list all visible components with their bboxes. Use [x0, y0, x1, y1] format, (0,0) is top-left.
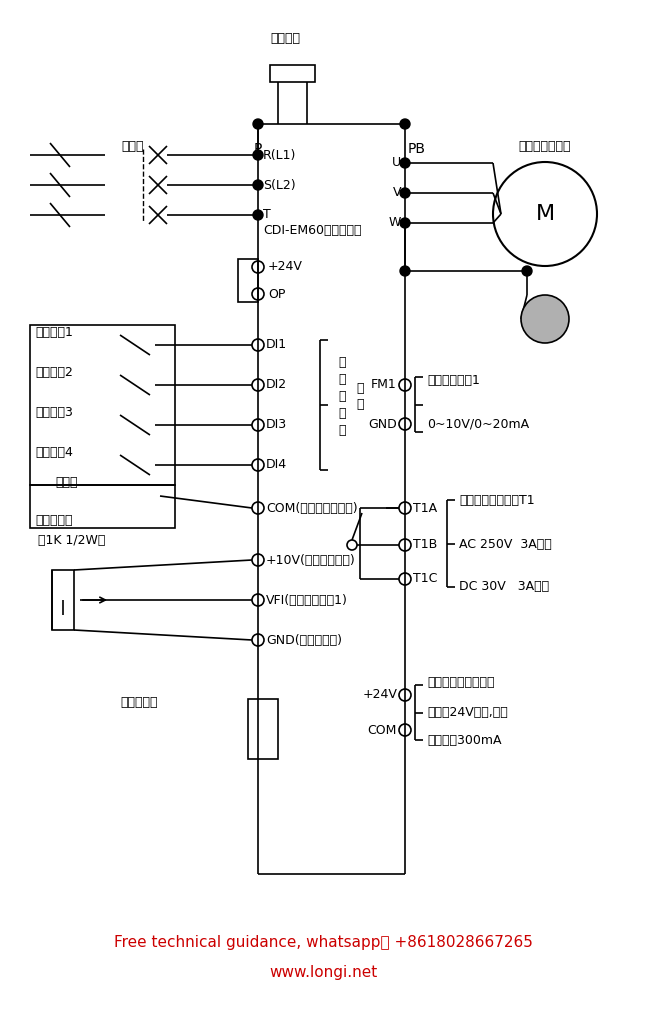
Text: V: V [393, 186, 401, 200]
Text: +24V: +24V [268, 260, 303, 273]
Text: 字: 字 [338, 373, 345, 386]
Text: 数字信号电源，可向: 数字信号电源，可向 [427, 677, 494, 689]
Text: GND: GND [368, 418, 397, 430]
Circle shape [253, 180, 263, 190]
Text: 输: 输 [338, 407, 345, 420]
Text: VFI(模拟信号输八1): VFI(模拟信号输八1) [266, 594, 348, 606]
Circle shape [400, 158, 410, 168]
Circle shape [400, 119, 410, 129]
Text: DI3: DI3 [266, 419, 287, 431]
Text: 多功能继电器输出T1: 多功能继电器输出T1 [459, 494, 534, 507]
Text: 三相异步电动机: 三相异步电动机 [519, 139, 571, 153]
Text: GND(模拟信号地): GND(模拟信号地) [266, 634, 342, 646]
Bar [248, 699, 278, 759]
Text: DI4: DI4 [266, 459, 287, 471]
Text: 子: 子 [356, 398, 364, 412]
Text: 数字输八2: 数字输八2 [35, 367, 73, 380]
Bar [270, 65, 315, 82]
Text: 数字输八4: 数字输八4 [35, 446, 73, 460]
Circle shape [400, 266, 410, 276]
Text: AC 250V  3A以下: AC 250V 3A以下 [459, 538, 552, 551]
Text: COM: COM [367, 724, 397, 736]
Text: 公共端: 公共端 [55, 476, 78, 489]
Text: FM1: FM1 [371, 379, 397, 391]
Text: T1A: T1A [413, 502, 437, 514]
Text: Free technical guidance, whatsapp： +8618028667265: Free technical guidance, whatsapp： +8618… [114, 935, 532, 949]
Text: M: M [536, 204, 554, 224]
Text: W: W [389, 216, 401, 229]
Text: DI1: DI1 [266, 339, 287, 351]
Circle shape [253, 150, 263, 160]
Text: +10V(模拟信号电源): +10V(模拟信号电源) [266, 554, 356, 566]
Circle shape [522, 266, 532, 276]
Text: 输出电流300mA: 输出电流300mA [427, 733, 501, 746]
Text: 外提供24V电源,最大: 外提供24V电源,最大 [427, 707, 508, 720]
Text: 数字输八3: 数字输八3 [35, 407, 73, 420]
Circle shape [253, 210, 263, 220]
Text: DC 30V   3A以下: DC 30V 3A以下 [459, 581, 549, 594]
Text: 端: 端 [356, 382, 364, 394]
Text: P: P [254, 142, 262, 156]
Circle shape [400, 188, 410, 198]
Text: R(L1): R(L1) [263, 148, 296, 162]
Text: 断路器: 断路器 [122, 139, 144, 153]
Text: 数: 数 [338, 356, 345, 369]
Text: 量: 量 [338, 390, 345, 403]
Bar [238, 259, 258, 302]
Bar [30, 325, 175, 485]
Text: OP: OP [268, 288, 285, 300]
Text: S(L2): S(L2) [263, 178, 296, 191]
Text: U: U [392, 157, 401, 170]
Text: www.longi.net: www.longi.net [269, 965, 377, 980]
Circle shape [521, 295, 569, 343]
Text: T: T [263, 209, 270, 221]
Bar [30, 485, 175, 528]
Text: （1K 1/2W）: （1K 1/2W） [38, 534, 105, 547]
Text: PB: PB [408, 142, 426, 156]
Text: 模拟信号输出1: 模拟信号输出1 [427, 374, 480, 386]
Text: 0~10V/0~20mA: 0~10V/0~20mA [427, 418, 529, 430]
Text: COM(数字信号公共端): COM(数字信号公共端) [266, 502, 358, 514]
Circle shape [253, 119, 263, 129]
Text: 制动电阱: 制动电阱 [270, 32, 300, 44]
Text: 外接电位器: 外接电位器 [35, 513, 72, 526]
Text: +24V: +24V [362, 688, 397, 701]
Text: 八: 八 [338, 424, 345, 437]
Text: CDI-EM60系列调速器: CDI-EM60系列调速器 [263, 224, 362, 238]
Text: T1B: T1B [413, 539, 437, 552]
Text: DI2: DI2 [266, 379, 287, 391]
Text: T1C: T1C [413, 572, 437, 586]
Text: 扩展卡接口: 扩展卡接口 [120, 695, 157, 709]
Bar [52, 570, 74, 630]
Circle shape [400, 218, 410, 228]
Text: 数字输八1: 数字输八1 [35, 327, 73, 340]
